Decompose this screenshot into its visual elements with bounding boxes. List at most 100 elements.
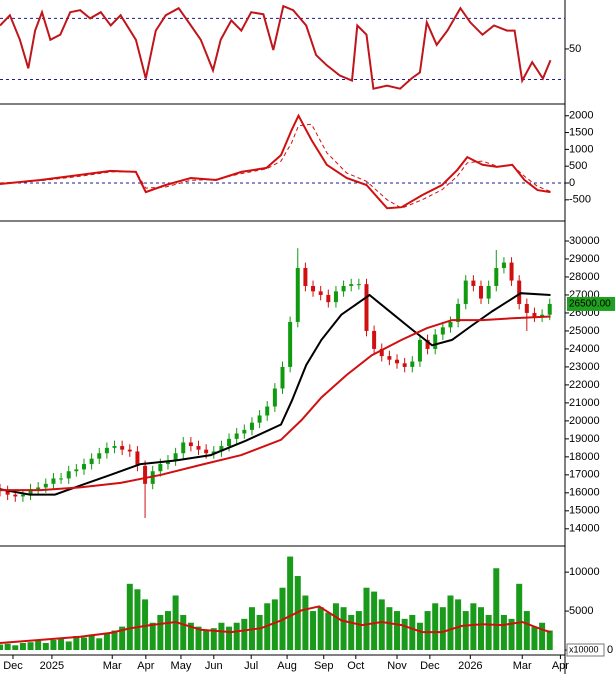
candle-body [372,330,377,349]
candle-body [265,406,270,416]
candle-body [479,285,484,299]
volume-bar [493,568,500,650]
volume-bar [256,614,263,650]
candle-body [219,446,224,452]
candle-body [188,442,193,447]
volume-bar [424,611,431,650]
volume-bar [203,630,210,650]
candle-body [150,471,155,484]
volume-bar [233,622,240,650]
x-tick-label: Apr [552,660,569,672]
panel [0,4,565,90]
y-tick-label: 18000 [569,451,600,463]
series-line [0,4,552,90]
candle-body [387,356,392,360]
candle-body [318,291,323,295]
volume-bar [462,611,469,650]
candle-body [51,478,56,484]
volume-bar [455,599,462,650]
volume-bar [485,614,492,650]
volume-bar [187,622,194,650]
y-tick-label: 24000 [569,343,600,355]
volume-bar [241,618,248,650]
volume-bar [149,622,156,650]
x-tick-label: Mar [103,660,122,672]
candle-body [242,429,247,434]
volume-bar [96,638,103,650]
y-tick-label: 50 [569,43,581,55]
last-price-box [567,296,615,311]
volume-bar [180,614,187,650]
volume-bar [58,638,65,650]
candle-body [158,464,163,472]
candle-body [43,483,48,488]
candle-body [486,285,491,299]
y-tick-label: 500 [569,160,587,172]
y-tick-label: 21000 [569,397,600,409]
volume-bar [19,642,26,650]
candle-body [524,303,529,313]
volume-bar [401,618,408,650]
candle-body [540,314,545,317]
volume-bar [73,635,80,650]
volume-bar [439,607,446,650]
volume-bar [302,595,309,650]
series-line [0,605,551,644]
y-tick-label: 30000 [569,235,600,247]
volume-bar [111,630,118,650]
y-tick-label: 16000 [569,487,600,499]
candle-body [379,348,384,357]
volume-bar [226,626,233,650]
x-tick-label: Jul [244,660,258,672]
x-tick-label: Aug [277,660,297,672]
candle-body [234,433,239,439]
volume-bar [12,645,19,650]
volume-bar [416,622,423,650]
x-tick-label: Dec [420,660,440,672]
candle-body [13,494,18,497]
series-line [0,315,551,492]
candle-body [249,422,254,430]
y-tick-label: -500 [569,194,591,206]
candle-body [349,284,354,286]
candle-body [364,284,369,331]
volume-bar [119,626,126,650]
candle-body [28,489,33,495]
y-tick-label: 29000 [569,253,600,265]
candle-body [463,280,468,304]
volume-bar [531,626,538,650]
y-tick-label: 0 [607,644,613,656]
candle-body [36,487,41,490]
volume-bar [432,603,439,650]
series-line [0,113,551,210]
volume-bar [65,641,72,650]
volume-bar [447,595,454,650]
candle-body [333,291,338,303]
series-line [0,123,551,209]
candle-body [257,415,262,423]
volume-bar [409,614,416,650]
volume-bar [546,630,553,650]
candle-body [517,280,522,304]
volume-bar [539,622,546,650]
volume-bar [88,634,95,650]
volume-bar [287,556,294,650]
candle-body [303,267,308,286]
candle-body [402,363,407,367]
last-price-label: 26500.00 [569,299,611,310]
candle-body [341,285,346,292]
y-tick-label: 1500 [569,126,593,138]
volume-bar [470,603,477,650]
candle-body [89,458,94,465]
candle-body [295,267,300,322]
panel [0,248,552,519]
volume-bar [195,626,202,650]
volume-bar [371,591,378,650]
candle-body [127,449,132,452]
candle-body [440,327,445,335]
x-tick-label: May [171,660,192,672]
x-tick-label: Mar [513,660,532,672]
candle-body [227,438,232,447]
volume-bar [394,611,401,650]
candle-body [547,303,552,315]
